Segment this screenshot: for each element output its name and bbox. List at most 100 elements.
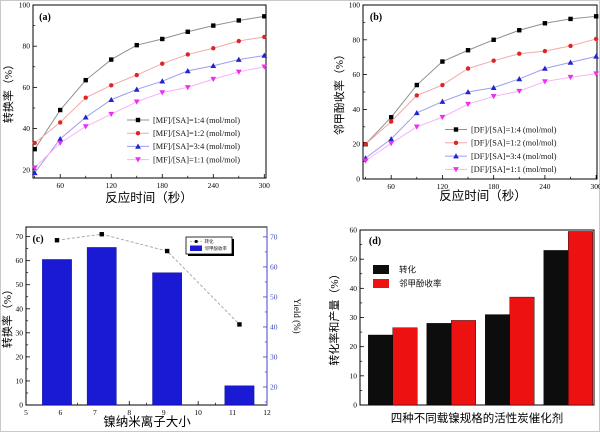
x-axis-label-c: 镍纳米离子大小 [103,414,191,429]
svg-text:邻甲酚收率: 邻甲酚收率 [399,279,442,289]
y-axis-label-a: 转换率（%） [1,59,15,123]
axes-ticks: 60 120 180 240 300 0 20 40 60 80 100 [349,1,600,191]
svg-text:10: 10 [16,376,24,385]
svg-text:80: 80 [23,42,31,51]
svg-text:10: 10 [350,371,358,380]
svg-text:20: 20 [16,352,24,361]
chart-b: 60 120 180 240 300 0 20 40 60 80 100 [DF]/[SA]=1:4 … [332,1,600,203]
svg-text:0: 0 [356,175,360,184]
svg-text:30: 30 [350,313,358,322]
bar-series-邻甲酚收率 [392,231,593,406]
line-series-[DF]/[SA]=1:2 (mol/mol) [363,36,599,147]
svg-text:20: 20 [270,382,278,391]
svg-text:120: 120 [106,181,118,190]
chart-a: 60 120 180 240 300 20 40 60 80 100 [MF]/[SA]=1:4 (… [1,1,270,205]
y-axis-label-d: 转化率和产量（%） [327,268,341,365]
panel-c-particle-size-bar-line-chart: 5 6 7 8 9 10 11 12 0 10 20 30 40 50 60 70 20 30 40 50 60 70 转化… [1,217,301,433]
bar-series-邻甲酚收率 [42,247,255,406]
line-series-[MF]/[SA]=3:4 (mol/mol) [31,52,268,176]
svg-text:[DF]/[SA]=1:1 (mol/mol): [DF]/[SA]=1:1 (mol/mol) [471,165,557,174]
x-axis-label-a: 反应时间（秒） [105,190,193,205]
svg-text:8: 8 [127,408,131,417]
svg-text:120: 120 [437,182,449,191]
y-axis-label-b: 邻甲酚收率（%） [332,49,346,135]
line-series-[DF]/[SA]=3:4 (mol/mol) [362,53,600,161]
svg-text:60: 60 [56,181,64,190]
panel-d-catalyst-grouped-bar-chart: 0 10 20 30 40 50 60 转化 邻甲酚收率四种不同载镍规格的活性炭催化剂 转化率和产… [301,217,600,433]
svg-text:12: 12 [263,408,271,417]
svg-text:[MF]/[SA]=1:4 (mol/mol): [MF]/[SA]=1:4 (mol/mol) [153,116,240,125]
svg-text:240: 240 [539,182,551,191]
svg-text:[MF]/[SA]=3:4 (mol/mol): [MF]/[SA]=3:4 (mol/mol) [153,142,240,151]
svg-text:240: 240 [208,181,220,190]
svg-text:100: 100 [19,1,31,10]
svg-text:40: 40 [23,124,31,133]
axes-ticks: 0 10 20 30 40 50 60 [350,226,364,410]
svg-text:20: 20 [350,342,358,351]
svg-text:40: 40 [16,304,24,313]
panel-label-b: (b) [370,12,382,23]
svg-text:9: 9 [162,408,166,417]
svg-text:50: 50 [350,255,358,264]
svg-text:30: 30 [270,352,278,361]
svg-text:[DF]/[SA]=1:2 (mol/mol): [DF]/[SA]=1:2 (mol/mol) [471,139,557,148]
svg-text:180: 180 [157,181,169,190]
panel-label-c: (c) [32,234,43,245]
svg-text:5: 5 [24,408,28,417]
svg-text:11: 11 [229,408,236,417]
plot-frame [32,4,267,179]
panel-a-conversion-vs-time-chart: 60 120 180 240 300 20 40 60 80 100 [MF]/[SA]=1:4 (… [1,1,301,217]
svg-text:40: 40 [350,284,358,293]
svg-text:10: 10 [194,408,202,417]
panel-b-ocresol-yield-vs-time-chart: 60 120 180 240 300 0 20 40 60 80 100 [DF]/[SA]=1:4 … [301,1,600,217]
grouped-bars [368,231,593,406]
svg-text:0: 0 [353,401,357,410]
svg-text:转化: 转化 [205,238,214,245]
line-series-转化 [54,232,242,327]
svg-text:50: 50 [16,280,24,289]
svg-text:[DF]/[SA]=1:4 (mol/mol): [DF]/[SA]=1:4 (mol/mol) [471,125,557,134]
svg-text:邻甲酚收率: 邻甲酚收率 [205,245,228,252]
svg-text:[MF]/[SA]=1:2 (mol/mol): [MF]/[SA]=1:2 (mol/mol) [153,129,240,138]
svg-text:60: 60 [16,256,24,265]
svg-text:80: 80 [353,35,361,44]
panel-label-d: (d) [369,236,381,247]
svg-text:40: 40 [353,105,361,114]
svg-text:6: 6 [59,408,63,417]
svg-text:60: 60 [387,182,395,191]
y-axis-label-c: 转换率（%） [1,284,14,348]
bar-series-转化 [368,250,569,406]
svg-text:20: 20 [23,165,31,174]
svg-text:60: 60 [350,226,358,235]
x-axis-label-d: 四种不同载镍规格的活性炭催化剂 [391,411,564,425]
line-series-[MF]/[SA]=1:1 (mol/mol) [31,64,268,171]
svg-text:[MF]/[SA]=1:1 (mol/mol): [MF]/[SA]=1:1 (mol/mol) [153,155,240,164]
svg-text:[DF]/[SA]=3:4 (mol/mol): [DF]/[SA]=3:4 (mol/mol) [471,152,557,161]
x-axis-label-b: 反应时间（秒） [439,188,527,203]
svg-text:20: 20 [353,140,361,149]
svg-text:60: 60 [270,262,278,271]
svg-text:180: 180 [488,182,500,191]
svg-text:100: 100 [349,1,361,10]
svg-text:7: 7 [93,408,97,417]
line-series-[DF]/[SA]=1:1 (mol/mol) [362,71,600,164]
chart-c: 5 6 7 8 9 10 11 12 0 10 20 30 40 50 60 70 20 30 40 50 60 70 转化… [1,226,301,429]
axes-ticks: 60 120 180 240 300 20 40 60 80 100 [19,1,270,190]
panel-label-a: (a) [39,12,51,23]
legend: [DF]/[SA]=1:4 (mol/mol) [DF]/[SA]=1:2 (mo… [445,125,557,174]
legend: [MF]/[SA]=1:4 (mol/mol) [MF]/[SA]=1:2 (mo… [127,116,240,164]
svg-text:60: 60 [353,70,361,79]
line-series-[MF]/[SA]=1:2 (mol/mol) [32,34,267,146]
line-series-[MF]/[SA]=1:4 (mol/mol) [32,14,267,152]
svg-text:50: 50 [270,292,278,301]
svg-text:40: 40 [270,322,278,331]
y2-axis-label-c: Yield (%) [292,298,301,333]
svg-text:30: 30 [16,328,24,337]
svg-text:70: 70 [270,232,278,241]
svg-text:300: 300 [591,182,600,191]
svg-text:70: 70 [16,232,24,241]
